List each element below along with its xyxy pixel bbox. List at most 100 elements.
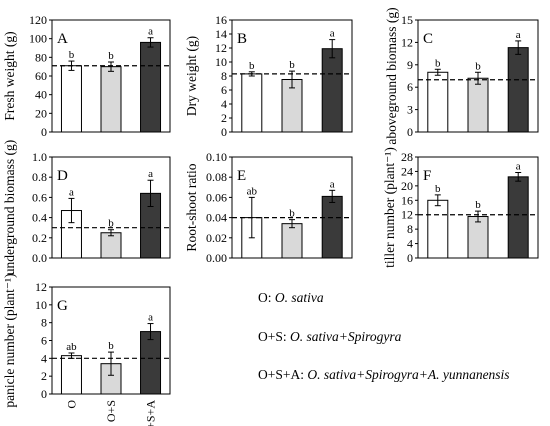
panel-g-sig-letter: ab	[66, 341, 77, 353]
panel-f-sig-letter: b	[435, 183, 441, 195]
panel-c-sig-letter: a	[516, 29, 521, 41]
panel-d-ylabel: underground biomass (g)	[2, 140, 17, 275]
panel-g-letter: G	[57, 298, 68, 314]
panel-d-ytick-label: 0.4	[32, 211, 47, 225]
panel-g-sig-letter: a	[148, 312, 153, 324]
panel-d-ytick-label: 0.0	[32, 251, 47, 265]
legend-species-os: O. sativa+Spirogyra	[290, 329, 402, 344]
panel-e-ytick-label: 0.08	[206, 170, 227, 184]
panel-e-ylabel: Root-shoot ratio	[184, 163, 199, 251]
panel-g-xtick-label: O	[64, 400, 78, 409]
legend-label-o: O:	[258, 290, 275, 305]
panel-b-ytick-label: 12	[215, 41, 227, 55]
panel-f-ytick-label: 28	[401, 150, 413, 164]
panel-d-sig-letter: b	[108, 218, 114, 230]
panel-f-ytick-label: 4	[407, 237, 413, 251]
panel-b-ytick-label: 14	[215, 27, 227, 41]
panel-b-ytick-label: 4	[221, 97, 227, 111]
panel-g-ytick-label: 12	[35, 280, 47, 294]
panel-g-ytick-label: 8	[41, 316, 47, 330]
panel-f-ytick-label: 24	[401, 164, 413, 178]
panel-c-sig-letter: b	[435, 57, 441, 69]
panel-c-ytick-label: 0	[407, 125, 413, 139]
panel-g-ytick-label: 2	[41, 369, 47, 383]
panel-b-ytick-label: 8	[221, 69, 227, 83]
panel-g-ytick-label: 0	[41, 387, 47, 401]
panel-d-sig-letter: a	[69, 186, 74, 198]
panel-f-ytick-label: 20	[401, 179, 413, 193]
panel-b-ytick-label: 2	[221, 111, 227, 125]
panel-f-bar	[507, 176, 529, 259]
panel-e-ytick-label: 0.10	[206, 150, 227, 164]
legend-item-os: O+S: O. sativa+Spirogyra	[258, 329, 401, 345]
panel-a-ytick-label: 60	[35, 69, 47, 83]
panel-e-sig-letter: a	[330, 178, 335, 190]
panel-b-ytick-label: 16	[215, 13, 227, 27]
panel-g-bar	[60, 355, 82, 395]
panel-f-ylabel: tiller number (plant⁻¹)	[382, 147, 397, 268]
panel-a-ytick-label: 100	[29, 32, 47, 46]
panel-b-ylabel: Dry weight (g)	[184, 36, 199, 116]
panel-a-bar	[60, 65, 82, 133]
panel-a-sig-letter: b	[108, 50, 114, 62]
panel-g-bar	[140, 331, 162, 395]
panel-b-bar	[321, 48, 343, 133]
panel-g-ytick-label: 10	[35, 298, 47, 312]
panel-a-sig-letter: b	[69, 49, 75, 61]
legend-species-o: O. sativa	[274, 290, 324, 305]
panel-a-ytick-label: 20	[35, 106, 47, 120]
panel-c-ylabel: aboveground biomass (g)	[384, 7, 399, 144]
panel-f-bar	[467, 216, 489, 259]
legend-item-osa: O+S+A: O. sativa+Spirogyra+A. yunnanensi…	[258, 367, 510, 383]
panel-b-sig-letter: b	[289, 59, 295, 71]
panel-d-sig-letter: a	[148, 168, 153, 180]
panel-a-ylabel: Fresh weight (g)	[2, 31, 17, 120]
panel-e-ytick-label: 0.04	[206, 211, 227, 225]
panel-f-ytick-label: 12	[401, 208, 413, 222]
panel-c-bar	[467, 77, 489, 133]
panel-c-ytick-label: 12	[401, 35, 413, 49]
panel-c-ytick-label: 6	[407, 80, 413, 94]
panel-c-bar	[507, 47, 529, 133]
legend-label-osa: O+S+A:	[258, 367, 308, 382]
panel-a-sig-letter: a	[148, 26, 153, 38]
panel-b-ytick-label: 10	[215, 55, 227, 69]
panel-e-ytick-label: 0.00	[206, 251, 227, 265]
panel-f-sig-letter: a	[516, 161, 521, 173]
panel-g-ylabel: panicle number (plant⁻¹)	[2, 273, 17, 407]
panel-b-sig-letter: b	[249, 60, 255, 72]
panel-c-bar	[427, 71, 449, 133]
panel-a-bar	[100, 66, 122, 133]
panel-g-ytick-label: 6	[41, 334, 47, 348]
panel-f-ytick-label: 8	[407, 222, 413, 236]
panel-b-letter: B	[237, 31, 247, 47]
panel-a-ytick-label: 120	[29, 13, 47, 27]
panel-g-xtick-label: O+S+A	[144, 400, 158, 426]
panel-f-sig-letter: b	[475, 199, 481, 211]
panel-f-ytick-label: 16	[401, 193, 413, 207]
panel-d-letter: D	[57, 168, 68, 184]
panel-e-sig-letter: ab	[247, 185, 258, 197]
panel-d-bar	[100, 232, 122, 259]
panel-e-letter: E	[237, 168, 246, 184]
panel-g-xtick-label: O+S	[104, 400, 118, 422]
panel-b-bar	[241, 73, 263, 133]
panel-c-ytick-label: 15	[401, 13, 413, 27]
panel-a-bar	[140, 41, 162, 133]
panel-a-ytick-label: 40	[35, 88, 47, 102]
panel-b-ytick-label: 6	[221, 83, 227, 97]
legend-species-osa: O. sativa+Spirogyra+A. yunnanensis	[307, 367, 510, 382]
panel-d-ytick-label: 0.2	[32, 231, 47, 245]
panel-e-ytick-label: 0.02	[206, 231, 227, 245]
panel-a-ytick-label: 80	[35, 50, 47, 64]
panel-e-ytick-label: 0.06	[206, 190, 227, 204]
panel-d-ytick-label: 0.6	[32, 190, 47, 204]
panel-b-ytick-label: 0	[221, 125, 227, 139]
legend-label-os: O+S:	[258, 329, 290, 344]
legend-item-o: O: O. sativa	[258, 290, 324, 306]
panel-d-ytick-label: 0.8	[32, 170, 47, 184]
panel-c-sig-letter: b	[475, 60, 481, 72]
panel-b-sig-letter: a	[330, 28, 335, 40]
panel-f-ytick-label: 0	[407, 251, 413, 265]
